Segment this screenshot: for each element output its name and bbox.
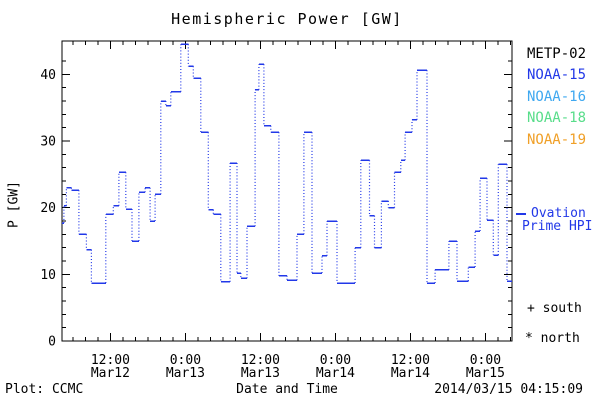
y-tick-label: 10 xyxy=(40,268,56,283)
axis-ticks xyxy=(62,41,512,342)
ovation-legend-line1: Ovation xyxy=(531,206,586,221)
y-tick-label: 30 xyxy=(40,135,56,150)
plot-source-label: Plot: CCMC xyxy=(5,382,84,397)
plot-box xyxy=(61,40,513,342)
hpi-step-line xyxy=(62,43,512,284)
y-axis-label: P [GW] xyxy=(6,181,22,228)
x-tick-time-label: 12:00 xyxy=(241,353,280,368)
legend-item-noaa-18: NOAA-18 xyxy=(527,110,587,126)
ovation-line-sample-icon xyxy=(516,213,526,215)
north-marker-legend: * north xyxy=(525,331,580,346)
hpi-step-connectors xyxy=(63,44,508,283)
plot-timestamp: 2014/03/15 04:15:09 xyxy=(434,382,583,397)
x-tick-date-label: Mar13 xyxy=(241,366,280,381)
x-axis-label: Date and Time xyxy=(236,382,338,397)
x-tick-time-label: 0:00 xyxy=(170,353,201,368)
x-tick-time-label: 0:00 xyxy=(320,353,351,368)
legend-item-metp-02: METP-02 xyxy=(527,46,587,62)
south-marker-legend: + south xyxy=(527,301,582,316)
legend-item-noaa-16: NOAA-16 xyxy=(527,89,587,105)
chart-title: Hemispheric Power [GW] xyxy=(171,10,403,28)
legend-item-noaa-19: NOAA-19 xyxy=(527,132,587,148)
y-tick-label: 0 xyxy=(48,335,56,350)
x-tick-date-label: Mar14 xyxy=(391,366,430,381)
x-tick-date-label: Mar12 xyxy=(91,366,130,381)
ovation-legend-line2: Prime HPI xyxy=(522,219,593,234)
x-tick-time-label: 12:00 xyxy=(391,353,430,368)
y-tick-label: 40 xyxy=(40,68,56,83)
x-tick-date-label: Mar14 xyxy=(316,366,355,381)
x-tick-date-label: Mar15 xyxy=(466,366,505,381)
x-tick-time-label: 12:00 xyxy=(91,353,130,368)
y-tick-label: 20 xyxy=(40,201,56,216)
x-tick-time-label: 0:00 xyxy=(470,353,501,368)
x-tick-date-label: Mar13 xyxy=(166,366,205,381)
legend-item-noaa-15: NOAA-15 xyxy=(527,67,587,83)
